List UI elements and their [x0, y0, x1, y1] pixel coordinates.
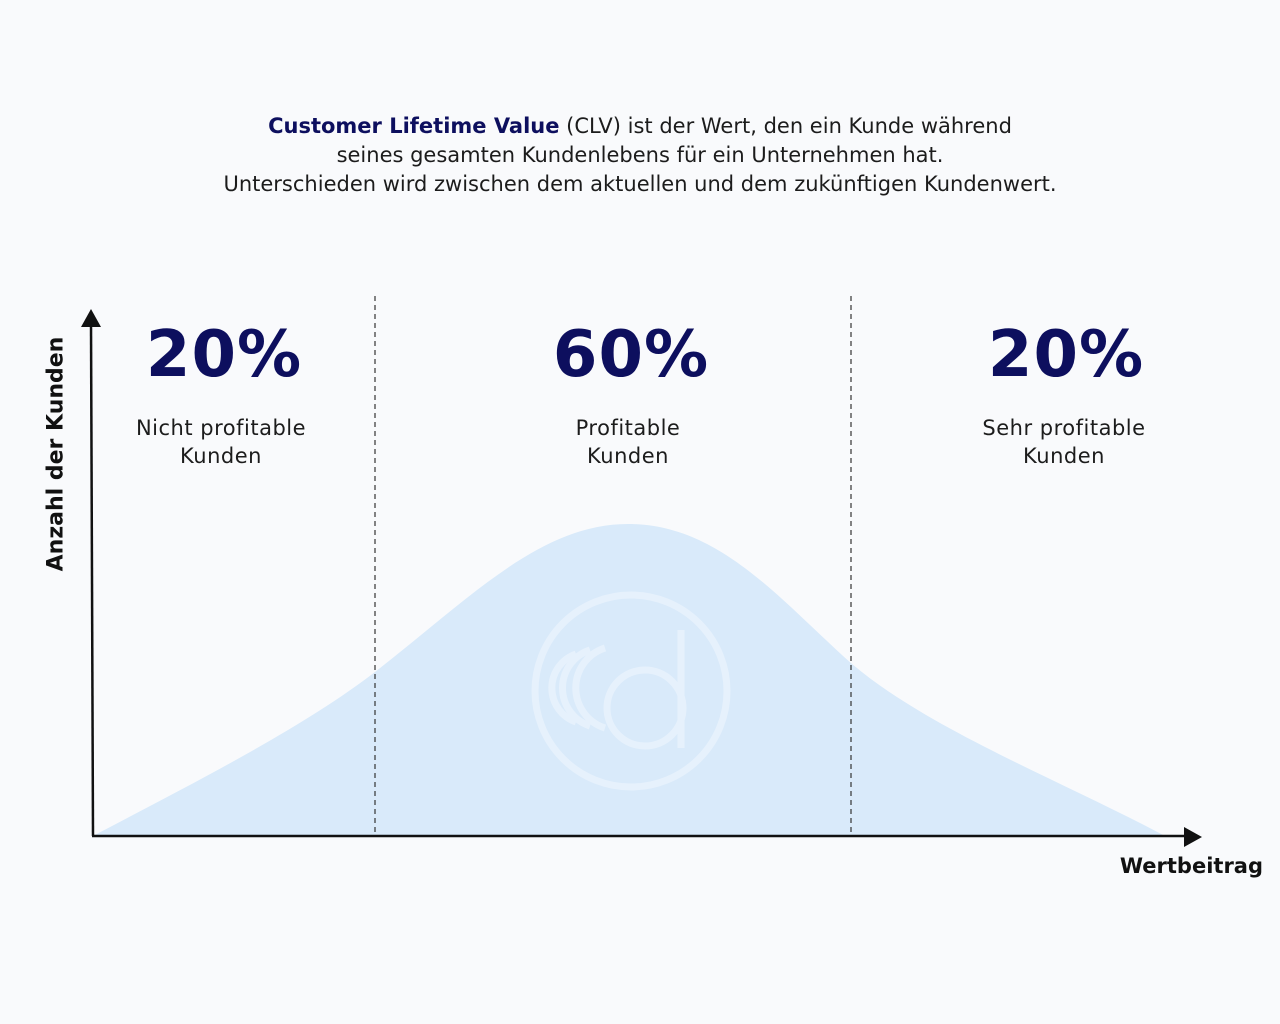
segment-2-label: Profitable Kunden [478, 414, 778, 470]
segment-3-label-line-1: Sehr profitable [982, 416, 1146, 440]
y-axis-label: Anzahl der Kunden [43, 336, 69, 572]
segment-2-label-line-1: Profitable [575, 416, 681, 440]
segment-1-label: Nicht profitable Kunden [71, 414, 371, 470]
x-axis-label: Wertbeitrag [1119, 854, 1263, 878]
d-logo-watermark-icon [531, 591, 731, 791]
intro-line-2: seines gesamten Kundenlebens für ein Unt… [336, 143, 944, 167]
segment-3-percent: 20% [987, 318, 1145, 392]
x-axis-arrow [1184, 827, 1202, 847]
intro-highlight: Customer Lifetime Value [268, 114, 560, 138]
intro-line-1: Customer Lifetime Value (CLV) ist der We… [0, 112, 1280, 141]
segment-1-percent: 20% [145, 318, 303, 392]
y-axis-arrow [81, 309, 101, 327]
distribution-curve-area [93, 524, 1165, 836]
intro-line-3: Unterschieden wird zwischen dem aktuelle… [223, 172, 1057, 196]
segment-1-label-line-1: Nicht profitable [135, 416, 307, 440]
segment-2-percent: 60% [552, 318, 710, 392]
segment-1-label-line-2: Kunden [180, 444, 262, 468]
segment-3-label-line-2: Kunden [1023, 444, 1105, 468]
intro-line-1-rest: (CLV) ist der Wert, den ein Kunde währen… [559, 114, 1012, 138]
y-axis [89, 323, 95, 837]
segment-2-label-line-2: Kunden [587, 444, 669, 468]
intro-text: Customer Lifetime Value (CLV) ist der We… [0, 112, 1280, 199]
segment-3-label: Sehr profitable Kunden [914, 414, 1214, 470]
